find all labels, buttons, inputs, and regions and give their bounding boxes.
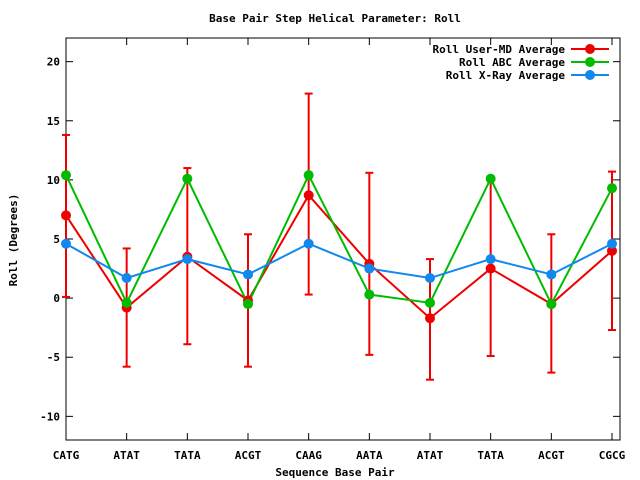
x-tick-label: TATA: [477, 449, 504, 462]
data-point: [182, 254, 193, 265]
x-axis-label: Sequence Base Pair: [275, 466, 395, 479]
legend-marker: [585, 70, 595, 80]
series-line: [65, 193, 613, 320]
data-point: [546, 269, 557, 280]
legend-marker: [585, 44, 595, 54]
data-point: [425, 313, 435, 324]
x-tick-label: CATG: [53, 449, 80, 462]
data-point: [243, 299, 253, 310]
legend-label: Roll X-Ray Average: [446, 69, 566, 82]
x-tick-label: AATA: [356, 449, 383, 462]
x-tick-label: ATAT: [417, 449, 444, 462]
data-point: [364, 289, 375, 300]
data-point: [61, 210, 71, 221]
data-point: [182, 173, 193, 184]
legend-label: Roll ABC Average: [459, 56, 565, 69]
data-point: [485, 254, 496, 265]
data-point: [546, 299, 557, 310]
legend-label: Roll User-MD Average: [433, 43, 566, 56]
legend-marker: [585, 57, 595, 67]
data-point: [485, 263, 496, 274]
data-point: [303, 190, 314, 201]
x-tick-label: ACGT: [235, 449, 262, 462]
y-axis: -10 -5 0 5 10 15 20: [40, 56, 620, 423]
data-point: [607, 245, 617, 256]
x-tick-label: CAAG: [295, 449, 322, 462]
data-point: [607, 238, 617, 249]
y-tick-label: 0: [53, 292, 60, 305]
data-point: [243, 269, 253, 280]
data-point: [121, 273, 132, 284]
data-point: [61, 238, 71, 249]
plot-frame: [65, 37, 621, 441]
y-tick-label: -10: [40, 410, 60, 423]
x-axis: CATG ATAT TATA ACGT CAAG AATA ATAT TATA ACGT CGCG: [53, 38, 626, 462]
y-tick-label: 5: [53, 233, 60, 246]
data-point: [425, 273, 435, 284]
chart-title: Base Pair Step Helical Parameter: Roll: [209, 12, 461, 25]
series-points: [61, 170, 617, 324]
series-line: [65, 172, 613, 307]
data-point: [425, 297, 435, 308]
y-tick-label: 10: [47, 174, 60, 187]
y-tick-label: -5: [47, 351, 60, 364]
x-tick-label: ACGT: [538, 449, 565, 462]
data-point: [607, 183, 617, 194]
data-point: [121, 297, 132, 308]
data-point: [303, 170, 314, 181]
data-point: [61, 170, 71, 181]
x-tick-label: TATA: [174, 449, 201, 462]
series-lines: [65, 172, 613, 320]
x-tick-label: ATAT: [113, 449, 140, 462]
y-axis-label: Roll (Degrees): [7, 194, 20, 287]
y-tick-label: 15: [47, 115, 60, 128]
series-line: [65, 242, 613, 280]
data-point: [364, 263, 375, 274]
data-point: [303, 238, 314, 249]
data-point: [485, 173, 496, 184]
x-tick-label: CGCG: [599, 449, 626, 462]
y-tick-label: 20: [47, 56, 60, 69]
